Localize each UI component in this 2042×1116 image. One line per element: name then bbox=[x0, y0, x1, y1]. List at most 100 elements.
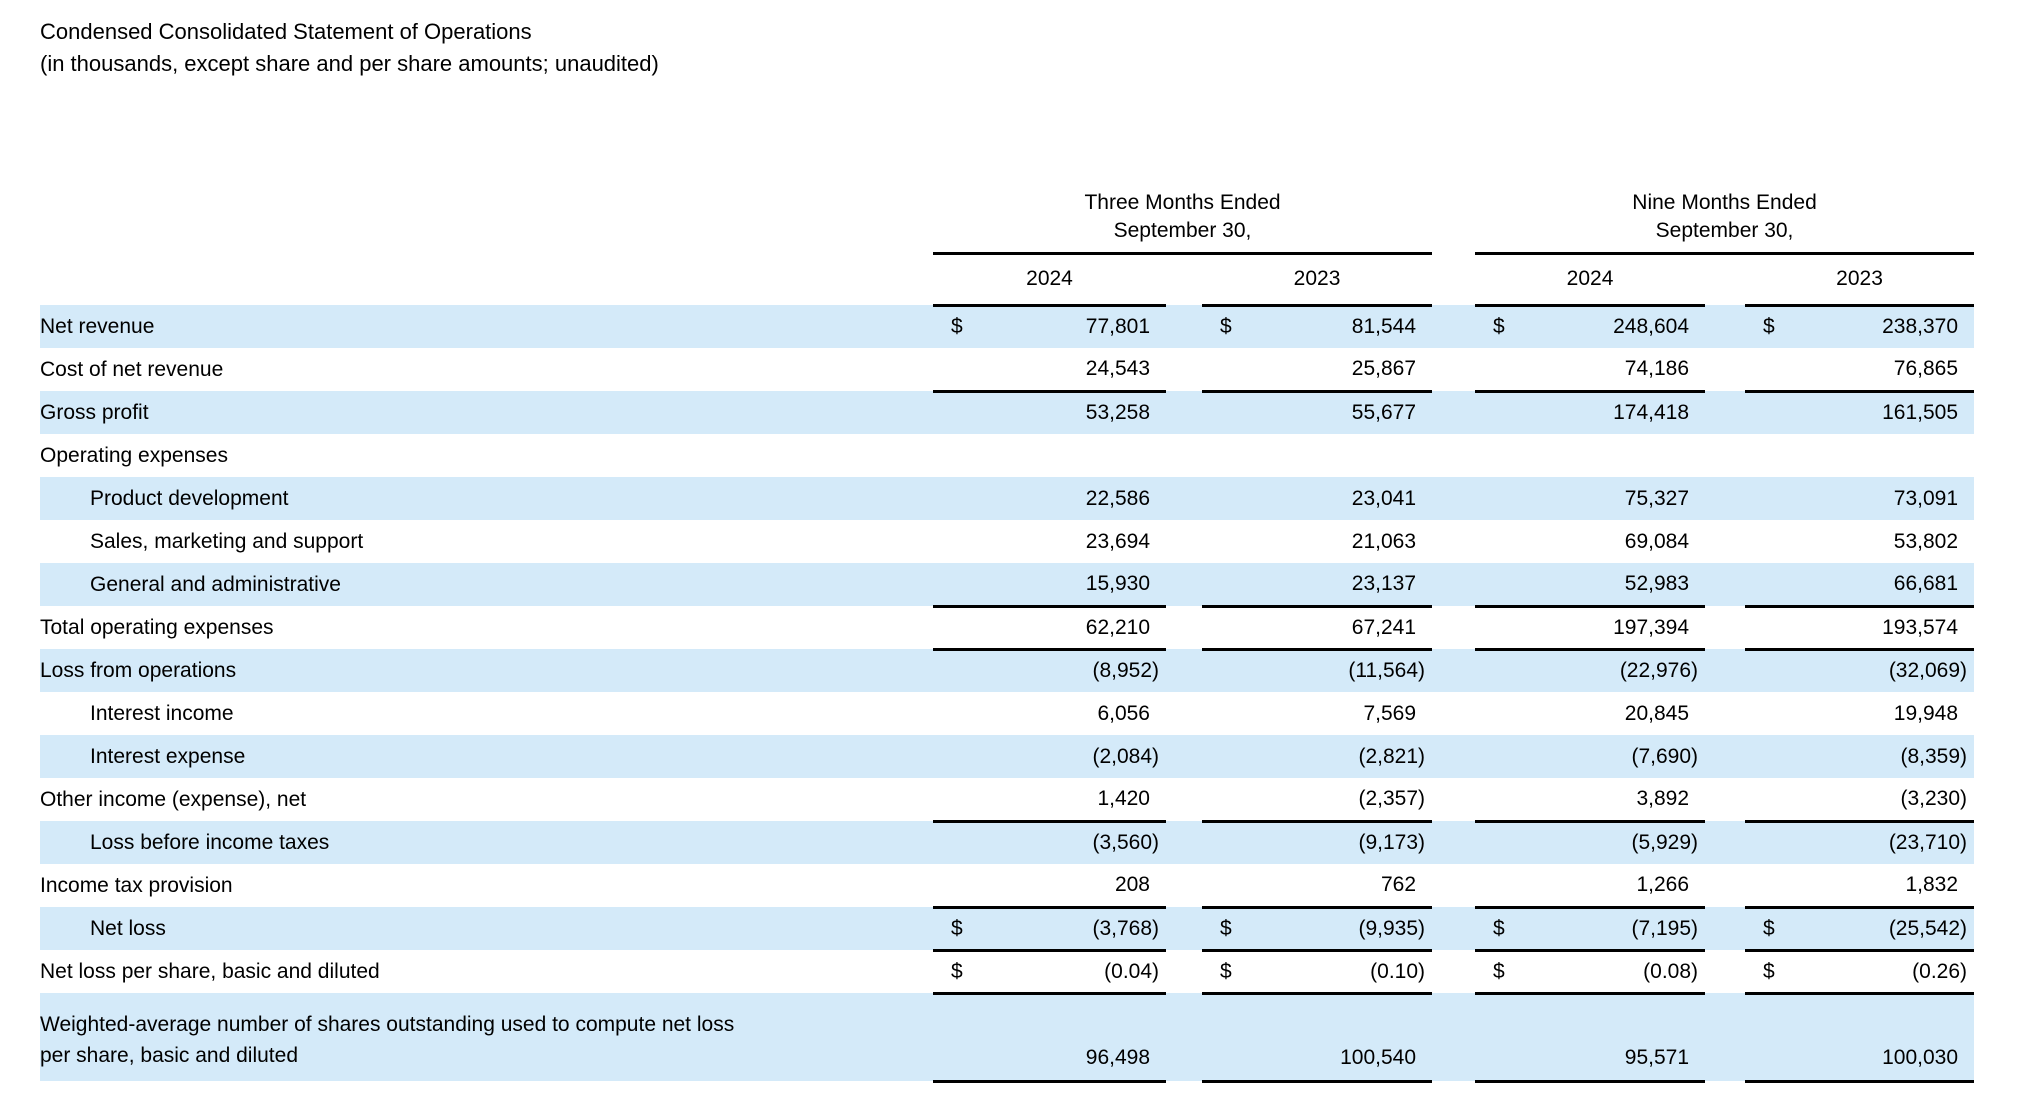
value-cell: 52,983 bbox=[1527, 563, 1706, 608]
row-label: Sales, marketing and support bbox=[90, 530, 364, 553]
currency-symbol-cell bbox=[1745, 649, 1798, 692]
table-row: Loss before income taxes (3,560) (9,173) (5… bbox=[40, 821, 1975, 864]
column-gap bbox=[1705, 907, 1746, 950]
currency-symbol-cell bbox=[1475, 692, 1527, 735]
row-label: Net loss per share, basic and diluted bbox=[40, 960, 380, 983]
value-cell: 208 bbox=[985, 864, 1166, 909]
table-row: Loss from operations (8,952) (11,564) (22,9… bbox=[40, 649, 1975, 692]
column-gap bbox=[1432, 348, 1475, 391]
column-gap bbox=[1432, 606, 1475, 649]
group-gap bbox=[1432, 217, 1475, 253]
column-gap bbox=[1166, 950, 1202, 993]
currency-symbol-cell bbox=[1202, 993, 1254, 1083]
currency-symbol-cell bbox=[1475, 391, 1528, 434]
value-cell: 75,327 bbox=[1527, 477, 1706, 520]
column-gap bbox=[1166, 348, 1202, 391]
row-label: Product development bbox=[40, 477, 933, 520]
value-cell: 100,030 bbox=[1797, 993, 1975, 1083]
currency-symbol-cell bbox=[933, 692, 985, 735]
currency-symbol-cell: $ bbox=[933, 907, 985, 952]
column-gap bbox=[1166, 563, 1202, 606]
value-cell: 197,394 bbox=[1527, 606, 1706, 651]
currency-symbol-cell bbox=[1745, 391, 1798, 434]
period-group-nine-months-label: Nine Months Ended bbox=[1632, 191, 1817, 214]
value-cell: 1,420 bbox=[985, 778, 1166, 823]
table-row: Other income (expense), net 1,420 (2,357) 3… bbox=[40, 778, 1975, 823]
document-header: Condensed Consolidated Statement of Oper… bbox=[0, 0, 2042, 80]
value-cell: 15,930 bbox=[985, 563, 1166, 608]
currency-symbol-cell bbox=[933, 563, 985, 608]
table-row: Weighted-average number of shares outsta… bbox=[40, 993, 1975, 1083]
column-gap bbox=[1432, 778, 1475, 821]
column-gap bbox=[1166, 477, 1202, 520]
column-gap bbox=[1705, 348, 1745, 391]
column-gap bbox=[1166, 649, 1202, 692]
value-cell: 77,801 bbox=[985, 305, 1166, 348]
currency-symbol-cell bbox=[1202, 778, 1254, 823]
currency-symbol-cell bbox=[1202, 563, 1254, 608]
currency-symbol-cell bbox=[933, 520, 985, 563]
year-header-row: 2024 2023 2024 2023 bbox=[40, 253, 1975, 307]
value-cell: 55,677 bbox=[1254, 391, 1433, 434]
row-label: Loss from operations bbox=[40, 649, 933, 692]
currency-symbol-cell bbox=[1745, 692, 1797, 735]
value-cell: 7,569 bbox=[1363, 701, 1417, 725]
value-cell: 95,571 bbox=[1527, 993, 1706, 1083]
column-gap bbox=[1432, 649, 1476, 692]
currency-symbol-cell: $ bbox=[933, 305, 985, 348]
table-row: Gross profit 53,258 55,677 174,418 161,505 bbox=[40, 391, 1975, 434]
currency-symbol-cell bbox=[1745, 563, 1798, 608]
column-gap bbox=[1705, 993, 1746, 1081]
column-gap bbox=[1705, 950, 1745, 993]
column-gap bbox=[1432, 434, 1475, 477]
column-gap bbox=[1432, 305, 1476, 348]
currency-symbol-cell bbox=[1202, 520, 1254, 563]
row-label: Net loss bbox=[40, 907, 933, 950]
value-cell: 81,544 bbox=[1254, 305, 1433, 348]
currency-symbol-cell bbox=[1475, 606, 1528, 651]
header-spacer bbox=[40, 217, 933, 253]
statement-of-operations-table: Three Months Ended Nine Months Ended Sep… bbox=[40, 183, 1975, 1083]
currency-symbol-cell bbox=[933, 434, 985, 477]
period-date-header-row: September 30, September 30, bbox=[40, 217, 1975, 255]
year-header-3mo-2023: 2023 bbox=[1202, 253, 1433, 307]
column-gap bbox=[1432, 907, 1476, 950]
currency-symbol-cell bbox=[1475, 348, 1528, 393]
value-cell: (0.08) bbox=[1527, 950, 1706, 995]
currency-symbol-cell bbox=[1745, 477, 1798, 520]
column-gap bbox=[1166, 778, 1202, 821]
value-cell: 21,063 bbox=[1351, 529, 1417, 553]
currency-symbol-cell bbox=[933, 391, 985, 434]
currency-symbol-cell: $ bbox=[1475, 305, 1528, 348]
column-gap bbox=[1166, 520, 1202, 563]
table-row: Cost of net revenue 24,543 25,867 74,186 76,… bbox=[40, 348, 1975, 393]
row-label: Gross profit bbox=[40, 391, 933, 434]
row-label: Weighted-average number of shares outsta… bbox=[40, 993, 933, 1081]
table-row: Net loss per share, basic and diluted $ (0… bbox=[40, 950, 1975, 995]
row-label: Total operating expenses bbox=[40, 616, 274, 639]
column-gap bbox=[1432, 391, 1476, 434]
currency-symbol-cell: $ bbox=[933, 950, 985, 995]
value-cell: 24,543 bbox=[985, 348, 1166, 393]
currency-symbol-cell bbox=[1475, 649, 1528, 692]
value-cell: 1,832 bbox=[1797, 864, 1975, 909]
column-gap bbox=[1432, 477, 1476, 520]
column-gap bbox=[1166, 864, 1202, 907]
currency-symbol-cell bbox=[933, 348, 985, 393]
row-label: Other income (expense), net bbox=[40, 788, 307, 811]
column-gap bbox=[1432, 950, 1475, 993]
currency-symbol-cell: $ bbox=[1475, 950, 1528, 995]
column-gap bbox=[1166, 391, 1202, 434]
value-cell: 23,137 bbox=[1254, 563, 1433, 608]
value-cell: 22,586 bbox=[985, 477, 1166, 520]
header-spacer bbox=[40, 183, 933, 217]
value-cell: 238,370 bbox=[1797, 305, 1975, 348]
table-row: Net revenue $77,801 $81,544 $248,604 $238,37… bbox=[40, 305, 1975, 348]
row-label: General and administrative bbox=[40, 563, 933, 606]
value-cell: 19,948 bbox=[1893, 701, 1959, 725]
currency-symbol-cell bbox=[1202, 391, 1254, 434]
value-cell: (3,230) bbox=[1797, 778, 1975, 823]
value-cell: 23,694 bbox=[1085, 529, 1150, 553]
currency-symbol-cell bbox=[1202, 348, 1254, 393]
value-cell: (25,542) bbox=[1797, 907, 1975, 952]
